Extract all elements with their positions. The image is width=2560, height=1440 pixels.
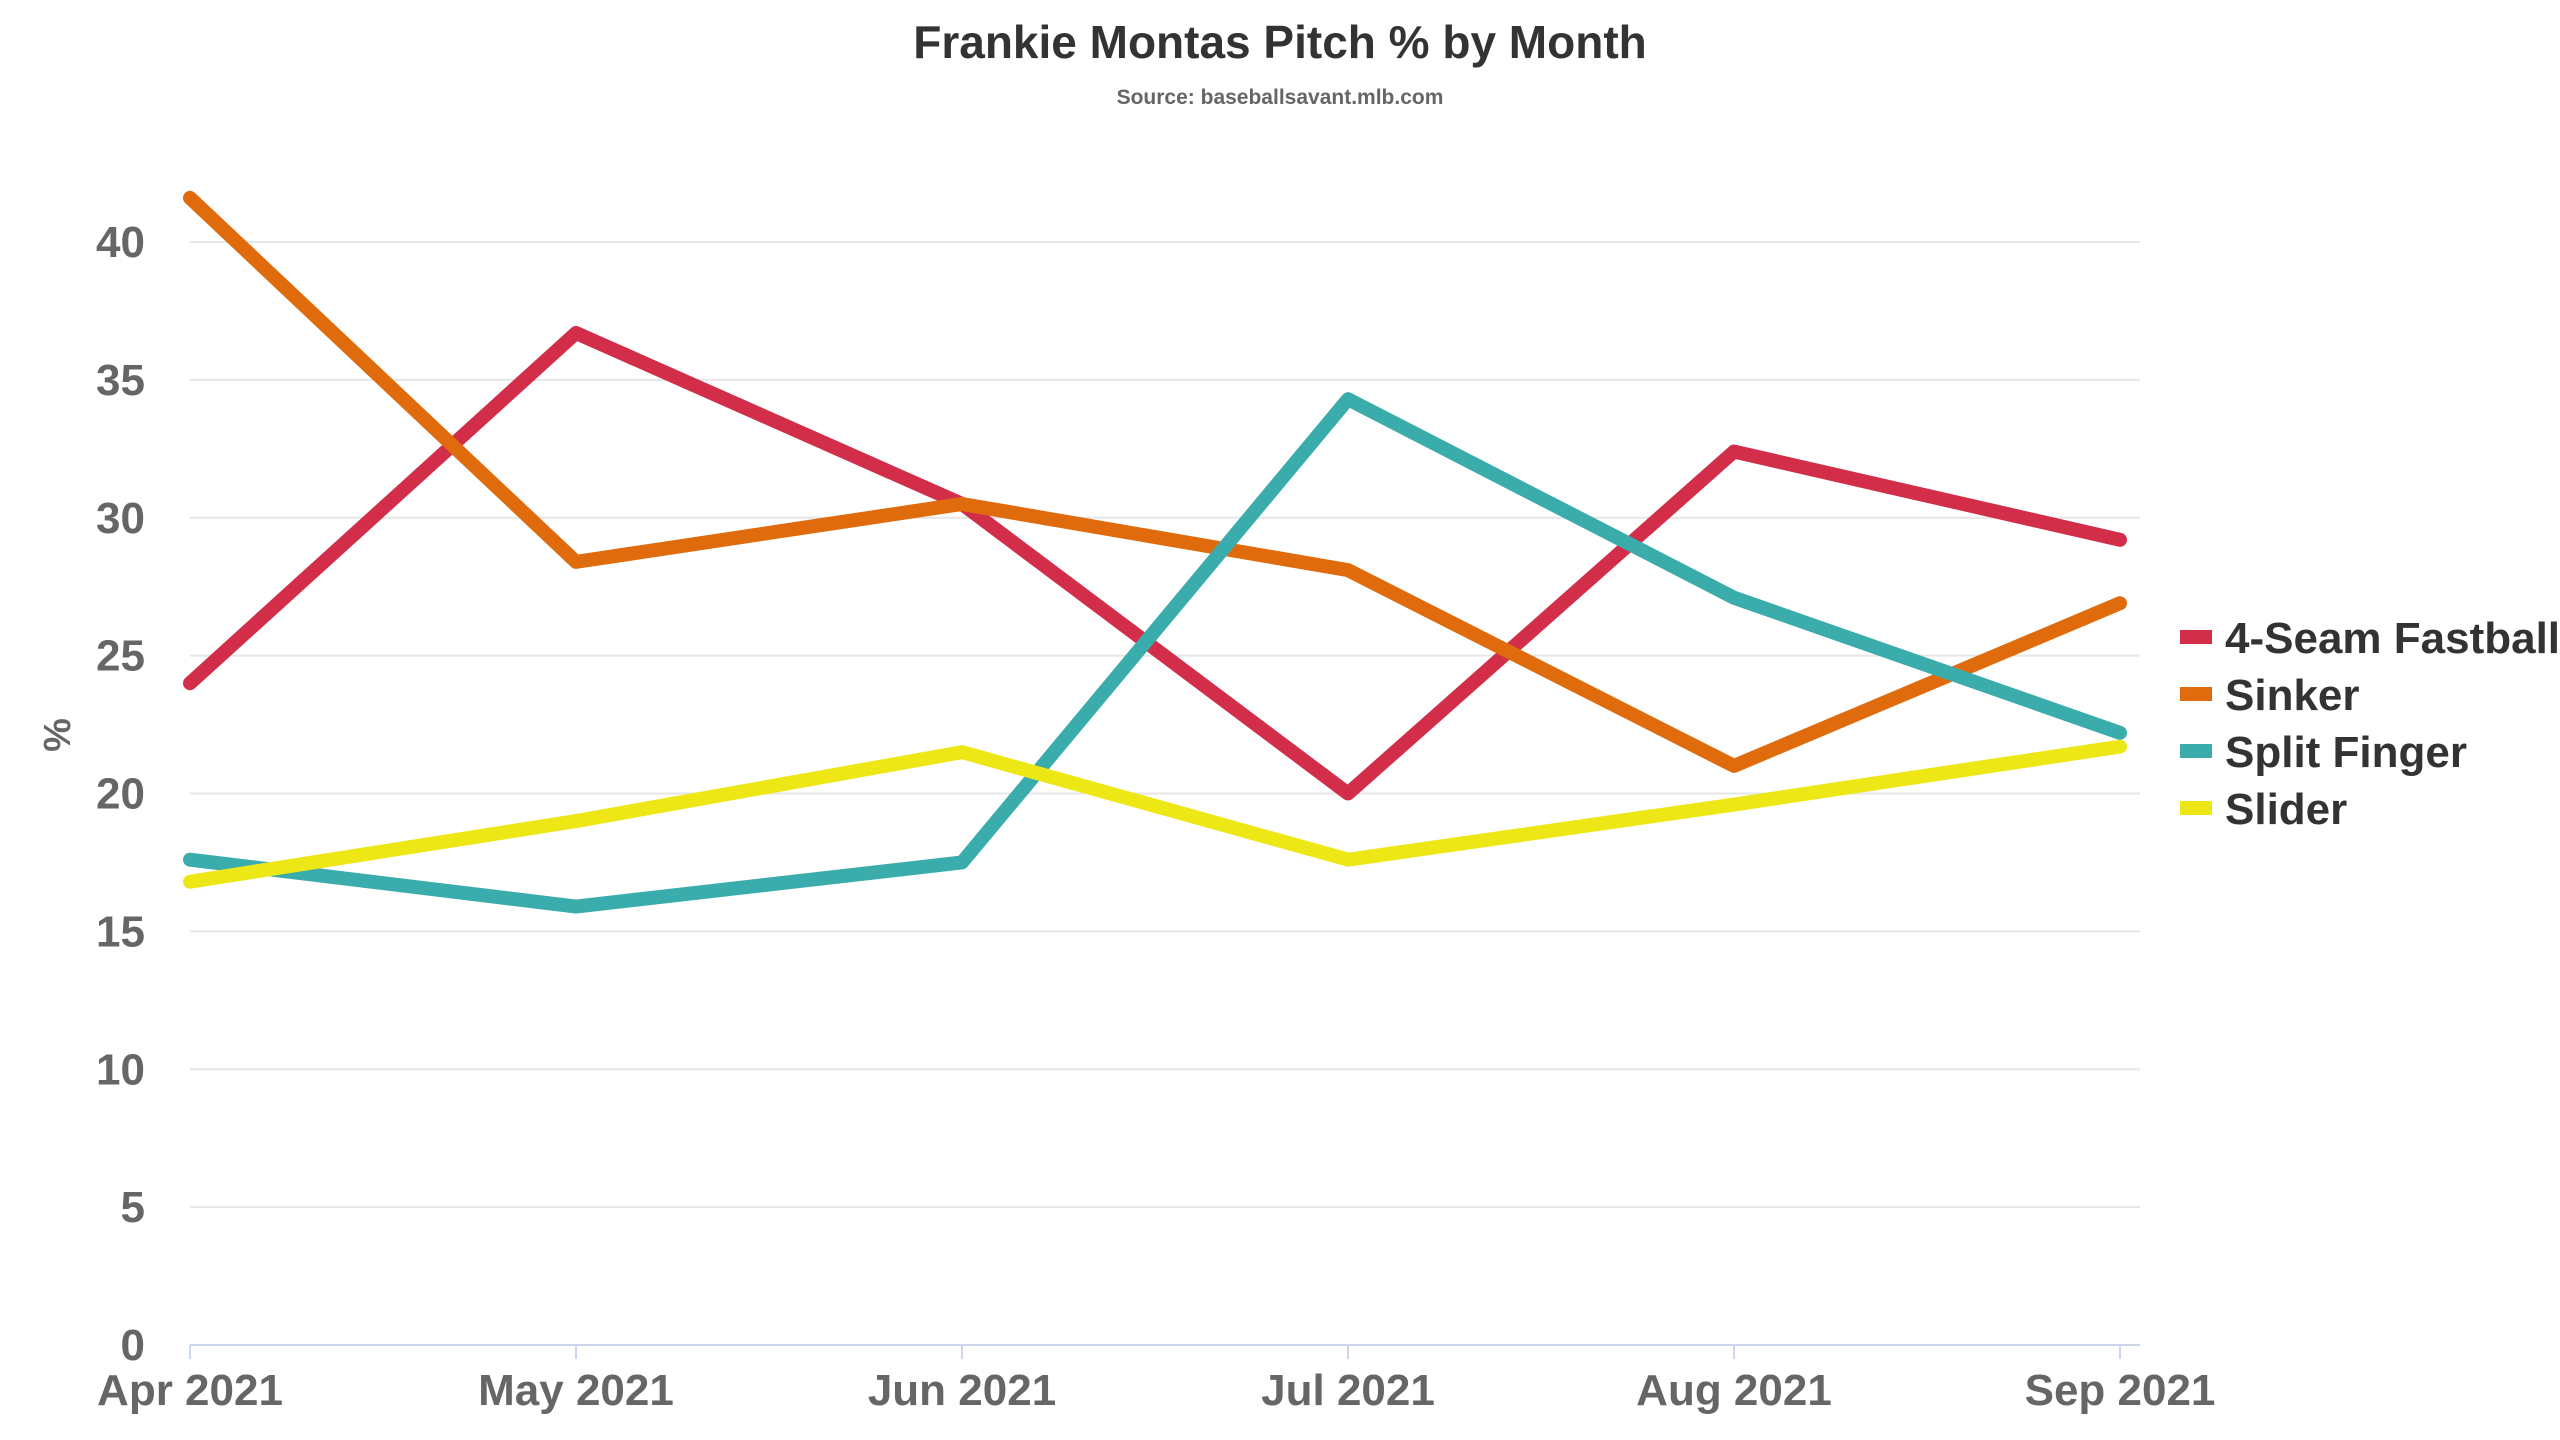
y-tick-label: 10 <box>96 1045 145 1094</box>
legend-item-split-finger: Split Finger <box>2225 728 2467 777</box>
legend-item-4-seam-fastball: 4-Seam Fastball <box>2225 614 2560 663</box>
chart-title: Frankie Montas Pitch % by Month <box>913 16 1647 68</box>
series-line-slider <box>183 739 2127 889</box>
y-axis-label: % <box>37 718 79 752</box>
y-tick-label: 35 <box>96 356 145 405</box>
y-tick-label: 5 <box>121 1183 145 1232</box>
x-axis-ticks: Apr 2021 May 2021 Jun 2021 Jul 2021 Aug 2021… <box>97 1366 2215 1415</box>
y-tick-label: 25 <box>96 632 145 681</box>
y-tick-label: 15 <box>96 907 145 956</box>
x-axis <box>189 1344 2140 1359</box>
x-tick-label: Aug 2021 <box>1636 1366 1832 1415</box>
series-lines <box>183 190 2127 914</box>
series-line-4-seam-fastball <box>183 325 2127 801</box>
x-tick-label: Sep 2021 <box>2025 1366 2216 1415</box>
series-line-split-finger <box>183 392 2127 914</box>
x-tick-label: Apr 2021 <box>97 1366 283 1415</box>
x-tick-label: May 2021 <box>478 1366 674 1415</box>
y-tick-label: 30 <box>96 494 145 543</box>
y-tick-label: 40 <box>96 218 145 267</box>
legend: 4-Seam Fastball Sinker Split Finger Slider <box>2180 614 2560 834</box>
x-tick-label: Jun 2021 <box>868 1366 1056 1415</box>
legend-item-slider: Slider <box>2225 785 2347 834</box>
x-tick-label: Jul 2021 <box>1261 1366 1435 1415</box>
y-tick-label: 20 <box>96 770 145 819</box>
chart-subtitle: Source: baseballsavant.mlb.com <box>1117 86 1444 109</box>
y-tick-label: 0 <box>121 1321 145 1370</box>
y-axis-ticks: 0 5 10 15 20 25 30 35 40 <box>96 218 145 1370</box>
series-line-sinker <box>183 190 2127 773</box>
legend-item-sinker: Sinker <box>2225 671 2360 720</box>
